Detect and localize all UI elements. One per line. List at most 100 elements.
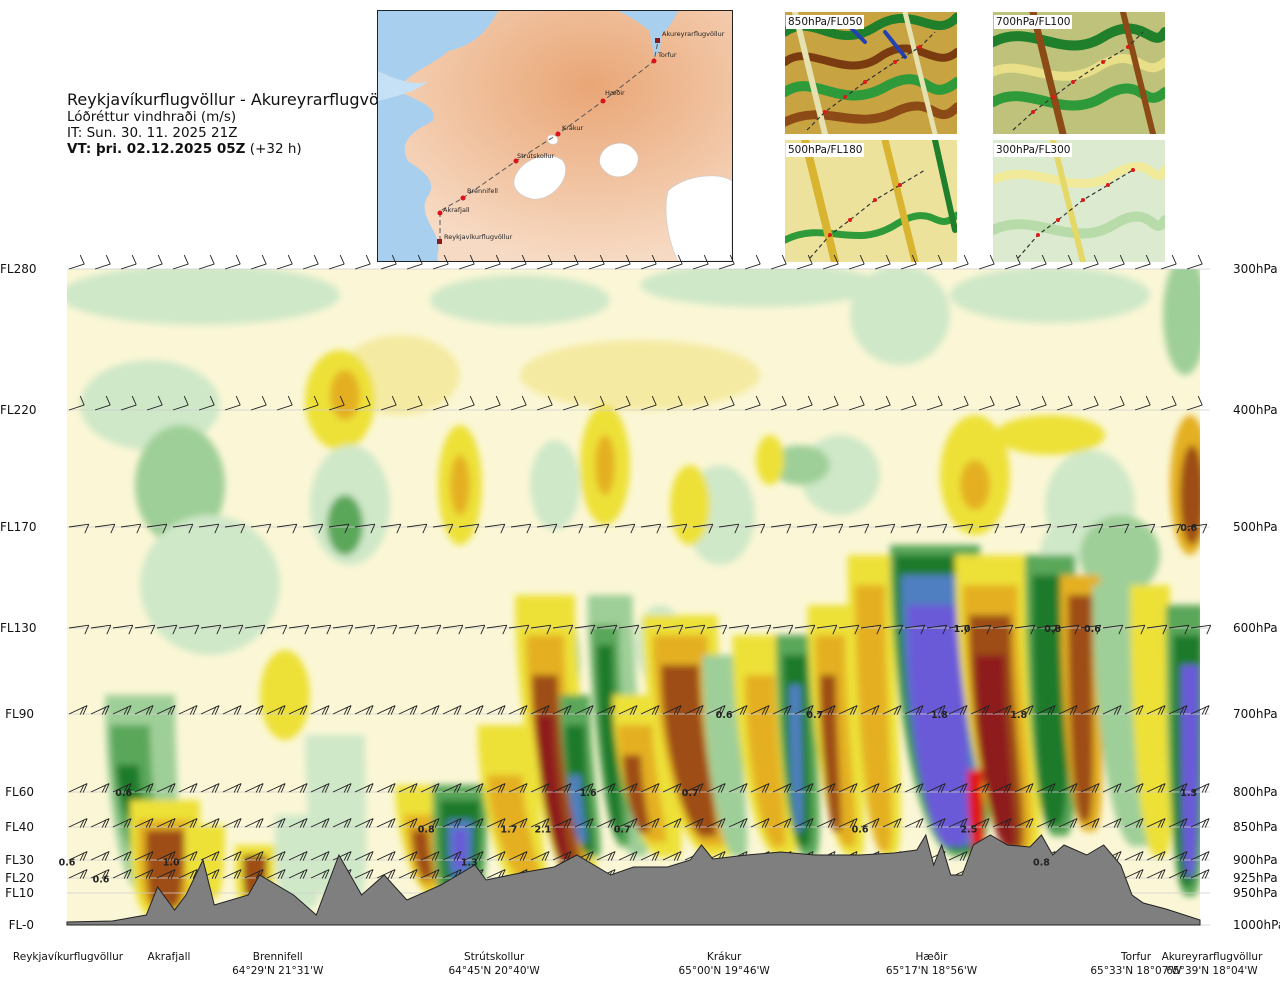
wind-barb: [1036, 705, 1056, 715]
field-cell: [1180, 445, 1200, 545]
valid-time: VT: þri. 02.12.2025 05Z: [67, 141, 246, 157]
contour-label: 0.6: [1084, 624, 1101, 635]
wind-barb: [530, 624, 552, 635]
wind-barb: [1190, 705, 1210, 715]
wind-barb: [90, 624, 112, 635]
wind-barb: [302, 395, 319, 411]
wind-barb: [178, 705, 198, 715]
wind-barb: [706, 624, 728, 635]
wind-barb: [770, 255, 787, 270]
wind-barb: [1190, 869, 1210, 879]
wind-barb: [970, 783, 990, 793]
field-cell: [330, 370, 360, 420]
field-cell: [789, 685, 803, 833]
wind-barb: [68, 818, 88, 828]
wind-barb: [750, 705, 770, 715]
wind-barb: [68, 624, 90, 635]
wind-barb: [354, 523, 376, 534]
waypoint-label: Torfur 65°33'N 18°07'W: [1090, 950, 1181, 978]
wind-barb: [442, 624, 464, 635]
wind-barb: [244, 851, 264, 861]
wind-barb: [486, 705, 506, 715]
wind-barb: [882, 818, 902, 828]
map-label-reykjavik: Reykjavíkurflugvöllur: [444, 233, 513, 241]
contour-label: 0.8: [418, 824, 435, 835]
wind-barb: [250, 255, 267, 270]
wind-barb: [536, 395, 553, 411]
wind-barb: [1146, 624, 1168, 635]
wind-barb: [822, 395, 839, 411]
wind-barb: [398, 705, 418, 715]
flight-level-label: FL280: [0, 262, 37, 276]
wind-barb: [112, 783, 132, 793]
wind-barb: [266, 624, 288, 635]
wind-barb: [718, 255, 735, 270]
contour-label: 1.7: [500, 824, 517, 835]
wind-barb: [172, 523, 194, 534]
wind-barb: [120, 395, 137, 411]
flight-level-label: FL60: [5, 785, 34, 799]
thumbnail-700hpa-image: [993, 12, 1165, 134]
map-marker-brennifell: [460, 195, 466, 201]
wind-barb: [684, 624, 706, 635]
field-cell: [995, 415, 1105, 455]
wind-barb: [588, 523, 610, 534]
wind-barb: [1134, 523, 1156, 534]
wind-barb: [276, 395, 293, 411]
wind-barb: [796, 523, 818, 534]
wind-barb: [178, 851, 198, 861]
wind-barb: [948, 624, 970, 635]
wind-barb: [90, 818, 110, 828]
wind-barb: [796, 395, 813, 411]
wind-barb: [860, 783, 880, 793]
wind-barb: [266, 851, 286, 861]
wind-barb: [464, 783, 484, 793]
wind-barb: [1014, 624, 1036, 635]
contour-label: 0.6: [93, 875, 110, 886]
wind-barb: [1190, 624, 1212, 635]
wind-barb: [662, 818, 682, 828]
field-cell: [430, 275, 610, 325]
wind-barb: [992, 624, 1014, 635]
contour-label: 1.3: [461, 857, 478, 868]
wind-barb: [458, 255, 475, 270]
wind-barb: [288, 869, 308, 879]
contour-label: 2.5: [960, 824, 977, 835]
wind-barb: [1124, 783, 1144, 793]
wind-barb: [574, 783, 594, 793]
wind-barb: [224, 395, 241, 411]
wind-barb: [90, 851, 110, 861]
pressure-level-label: 600hPa: [1233, 621, 1278, 635]
wind-barb: [874, 523, 896, 534]
map-label-haedir: Hæðir: [605, 89, 625, 97]
contour-label: 2.1: [534, 824, 551, 835]
wind-barb: [530, 851, 550, 861]
wind-barb: [822, 523, 844, 534]
wind-barb: [744, 255, 761, 270]
wind-barb: [222, 705, 242, 715]
field-cell: [1181, 665, 1199, 878]
wind-barb: [380, 395, 397, 411]
wind-barb: [1186, 255, 1203, 270]
thumbnail-300hpa[interactable]: 300hPa/FL300: [993, 140, 1165, 262]
wind-barb: [1004, 523, 1026, 534]
wind-barb: [882, 705, 902, 715]
thumbnail-700hpa[interactable]: 700hPa/FL100: [993, 12, 1165, 134]
wind-barb: [1168, 869, 1188, 879]
wind-barb: [398, 624, 420, 635]
wind-barb: [530, 783, 550, 793]
wind-barb: [1146, 851, 1166, 861]
wind-barb: [640, 705, 660, 715]
thumbnail-850hpa[interactable]: 850hPa/FL050: [785, 12, 957, 134]
wind-barb: [1168, 818, 1188, 828]
wind-barb: [288, 851, 308, 861]
thumbnail-500hpa[interactable]: 500hPa/FL180: [785, 140, 957, 262]
wind-barb: [718, 395, 735, 411]
wind-barb: [442, 818, 462, 828]
field-cell: [960, 460, 990, 510]
wind-barb: [134, 818, 154, 828]
wind-barb: [332, 783, 352, 793]
wind-barb: [562, 523, 584, 534]
wind-barb: [1124, 851, 1144, 861]
field-cell: [67, 269, 340, 325]
